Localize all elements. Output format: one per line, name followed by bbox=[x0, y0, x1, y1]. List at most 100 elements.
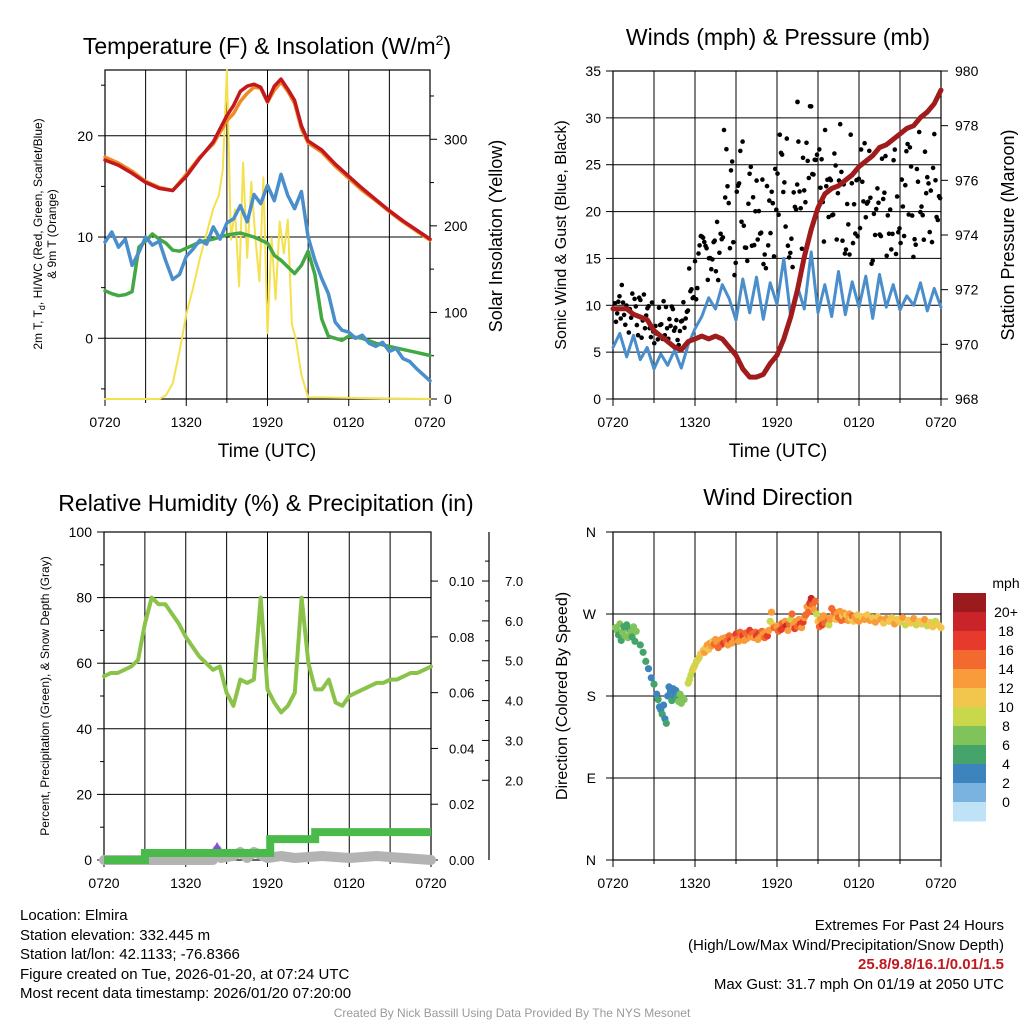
colorbar-swatch bbox=[953, 707, 986, 727]
gust-point bbox=[808, 104, 814, 109]
gust-point bbox=[794, 182, 800, 187]
temp-series-line bbox=[103, 172, 432, 383]
gust-point bbox=[860, 179, 865, 185]
wind-speed-line bbox=[611, 250, 943, 371]
gust-point bbox=[664, 326, 670, 331]
colorbar: mph 20+ 18 16 14 12 10 8 6 4 2 0 bbox=[953, 575, 1020, 822]
gust-point bbox=[630, 291, 635, 296]
gust-point bbox=[675, 337, 680, 343]
direction-point bbox=[647, 674, 655, 682]
direction-point bbox=[654, 696, 662, 704]
gust-point bbox=[886, 231, 892, 236]
direction-point bbox=[767, 608, 776, 616]
gust-point bbox=[612, 301, 618, 306]
direction-point bbox=[921, 615, 929, 624]
gust-point bbox=[769, 189, 774, 195]
gust-point bbox=[700, 235, 706, 241]
gust-point bbox=[786, 255, 792, 260]
gust-point bbox=[754, 178, 759, 183]
gust-point bbox=[623, 322, 628, 328]
gust-point bbox=[817, 147, 822, 152]
gust-point bbox=[618, 316, 623, 321]
gust-point bbox=[830, 212, 836, 217]
wind-xtick-label: 1320 bbox=[679, 414, 710, 430]
direction-point bbox=[639, 648, 647, 656]
precip-tick-label: 0.00 bbox=[449, 853, 474, 868]
colorbar-label: 12 bbox=[998, 680, 1014, 696]
gust-point bbox=[732, 272, 737, 278]
gust-point bbox=[839, 169, 844, 175]
direction-point bbox=[804, 608, 813, 616]
gust-point bbox=[875, 186, 880, 191]
gust-point bbox=[626, 330, 632, 335]
gust-point bbox=[729, 159, 735, 164]
gust-point bbox=[634, 322, 640, 328]
gust-point bbox=[785, 243, 791, 248]
gust-point bbox=[632, 296, 637, 302]
gust-point bbox=[858, 147, 864, 152]
gust-point bbox=[857, 225, 863, 231]
extremes-values: 25.8/9.8/16.1/0.01/1.5 bbox=[858, 956, 1004, 973]
gust-point bbox=[930, 165, 936, 171]
gust-point bbox=[821, 239, 827, 244]
gust-point bbox=[739, 219, 744, 225]
dir-xtick-label: 1320 bbox=[679, 875, 710, 891]
colorbar-swatch bbox=[953, 745, 986, 765]
dir-ytick-label: E bbox=[587, 770, 596, 786]
dir-xtick-label: 0720 bbox=[597, 875, 628, 891]
precip-line bbox=[104, 828, 431, 864]
colorbar-swatch bbox=[953, 726, 986, 746]
temp-y2label: Solar Insolation (Yellow) bbox=[486, 140, 506, 332]
gust-point bbox=[655, 337, 661, 342]
gust-point bbox=[755, 237, 760, 242]
gust-point bbox=[899, 177, 905, 182]
gust-point bbox=[828, 177, 834, 183]
gust-point bbox=[714, 219, 720, 225]
gust-point bbox=[746, 201, 751, 207]
gust-point bbox=[731, 239, 736, 245]
snow-tick-label: 7.0 bbox=[505, 574, 523, 589]
snow-tick-label: 2.0 bbox=[505, 773, 523, 788]
gust-point bbox=[734, 189, 740, 194]
direction-point bbox=[784, 626, 792, 635]
gust-point bbox=[879, 156, 885, 161]
gust-point bbox=[619, 282, 625, 288]
gust-point bbox=[642, 326, 648, 331]
snow-tick-label: 6.0 bbox=[505, 614, 523, 629]
gust-point bbox=[834, 237, 839, 242]
temp-y2tick-label: 0 bbox=[444, 391, 452, 407]
gust-point bbox=[873, 206, 879, 212]
max-gust-point bbox=[795, 99, 800, 105]
wind-xtick-label: 0120 bbox=[843, 414, 874, 430]
temp-y2tick-label: 100 bbox=[444, 304, 468, 320]
colorbar-label: 8 bbox=[1002, 718, 1010, 734]
gust-point bbox=[800, 155, 806, 161]
gust-point bbox=[725, 184, 730, 189]
wind-ytick-label: 0 bbox=[593, 391, 601, 407]
wind-y2tick-label: 978 bbox=[955, 118, 979, 134]
gust-point bbox=[837, 121, 843, 127]
gust-point bbox=[659, 322, 664, 327]
gust-point bbox=[791, 190, 796, 195]
gust-point bbox=[750, 195, 756, 200]
created-text: Figure created on Tue, 2026-01-20, at 07… bbox=[20, 965, 350, 983]
gust-point bbox=[824, 184, 829, 189]
wind-y2tick-label: 970 bbox=[955, 336, 979, 352]
credit-text: Created By Nick Bassill Using Data Provi… bbox=[333, 1006, 691, 1020]
gust-point bbox=[693, 297, 699, 302]
gust-point bbox=[933, 178, 938, 183]
colorbar-swatch bbox=[953, 783, 986, 803]
temp-series-line bbox=[103, 77, 432, 241]
gust-point bbox=[922, 149, 928, 154]
gust-point bbox=[718, 231, 723, 237]
gust-point bbox=[908, 164, 914, 169]
wind-y2tick-label: 980 bbox=[955, 63, 979, 79]
gust-point bbox=[685, 308, 691, 313]
rh-ytick-label: 20 bbox=[76, 786, 92, 802]
wind-y2label: Station Pressure (Maroon) bbox=[998, 129, 1018, 340]
gust-point bbox=[826, 214, 831, 220]
temp-xtick-label: 0720 bbox=[414, 414, 445, 430]
wind-y2tick-label: 972 bbox=[955, 282, 979, 298]
gust-point bbox=[799, 246, 805, 252]
